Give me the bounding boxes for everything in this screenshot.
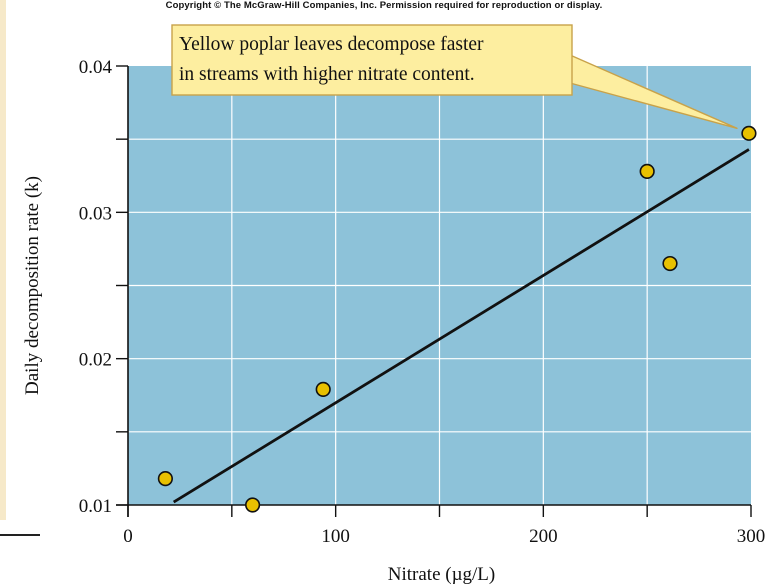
axis-ticks: 0 100 200 300 0.01 0.02 0.03 0.04 [79, 57, 766, 547]
data-point [315, 381, 331, 397]
left-edge-strip [0, 0, 6, 520]
x-tick-label: 100 [321, 526, 350, 547]
y-tick-label: 0.04 [79, 57, 113, 78]
data-points [157, 125, 757, 513]
callout-line-1: Yellow poplar leaves decompose faster [179, 34, 484, 55]
trendline [172, 148, 750, 504]
callout-box [171, 24, 573, 96]
annotation-callout: Yellow poplar leaves decompose faster in… [171, 24, 738, 130]
left-edge-rule [0, 534, 40, 536]
data-point [157, 471, 173, 487]
data-point [245, 497, 261, 513]
data-point [662, 255, 678, 272]
y-tick-label: 0.03 [79, 203, 112, 224]
callout-line-2: in streams with higher nitrate content. [179, 64, 475, 85]
x-axis-label: Nitrate (µg/L) [388, 564, 496, 585]
copyright-notice: Copyright © The McGraw-Hill Companies, I… [165, 0, 603, 11]
x-tick-label: 300 [737, 526, 766, 547]
data-point [639, 163, 655, 179]
y-axis-label: Daily decomposition rate (k) [22, 176, 43, 395]
x-tick-label: 0 [123, 526, 133, 547]
y-tick-label: 0.02 [79, 350, 112, 371]
data-point [741, 125, 757, 141]
x-tick-label: 200 [529, 526, 558, 547]
y-tick-label: 0.01 [79, 496, 112, 517]
